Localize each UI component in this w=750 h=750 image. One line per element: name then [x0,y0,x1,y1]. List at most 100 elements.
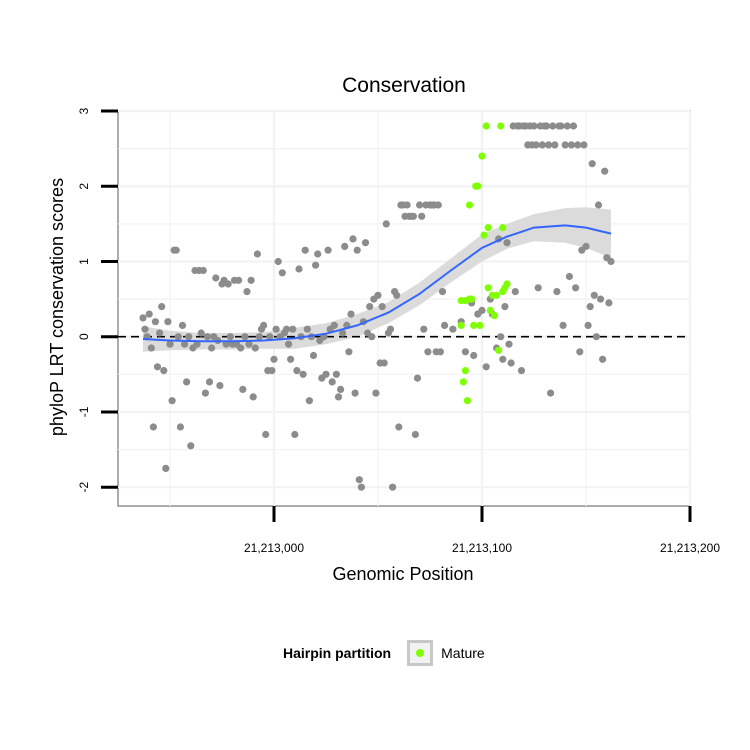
point-other [557,122,565,130]
point-other [411,430,419,439]
y-tick-label: 1 [77,258,91,265]
point-mature [503,280,511,288]
point-other [413,374,422,382]
point-other [241,333,249,341]
point-other [605,299,613,307]
point-other [251,344,259,352]
point-other [597,295,605,303]
point-mature [476,321,484,329]
point-other [482,363,490,371]
point-other [532,141,540,149]
point-other [395,423,403,431]
point-other [565,272,574,281]
legend-label-mature: Mature [441,645,485,661]
smooth-line [142,224,612,343]
point-other [301,246,309,254]
point-other [517,367,526,375]
grid [118,109,692,506]
point-other [501,303,509,311]
point-other [243,288,251,296]
point-other [314,250,322,258]
point-other [599,355,607,363]
point-other [374,291,382,299]
point-other [582,242,590,250]
point-other [330,321,338,329]
point-other [197,329,205,337]
y-axis-title: phyloP LRT conservation scores [47,178,67,436]
point-other [545,141,553,149]
point-other [166,340,174,348]
point-other [162,464,170,472]
point-other [178,321,187,329]
point-other [361,239,370,247]
point-mature [474,182,482,190]
point-other [239,385,247,393]
point-mature [493,291,501,299]
point-other [287,355,295,363]
y-tick-label: 2 [77,183,91,190]
point-mature [470,321,478,329]
point-other [607,257,615,266]
point-other [181,340,189,348]
point-mature [490,312,499,320]
point-other [176,423,184,431]
y-tick-label: -1 [77,406,91,417]
point-other [174,333,182,341]
point-other [245,340,253,348]
point-other [507,359,515,367]
point-other [334,393,343,401]
point-other [594,201,603,209]
point-other [322,370,330,378]
point-other [386,325,395,333]
point-other [293,367,301,375]
point-other [226,333,234,341]
point-other [530,122,538,130]
point-mature [482,122,490,130]
x-tick-label: 21,213,200 [660,541,720,555]
point-other [224,280,232,288]
point-other [253,250,261,258]
point-mature [463,397,471,405]
point-other [266,333,274,341]
point-other [339,329,347,337]
x-tick-label: 21,213,100 [452,541,512,555]
point-other [203,333,211,341]
point-other [559,321,567,329]
point-other [285,340,293,348]
point-mature [459,378,467,386]
point-other [567,141,576,149]
smooth-curve [142,224,612,343]
point-other [366,303,374,311]
point-other [247,276,255,284]
point-other [289,325,297,333]
point-other [551,141,559,149]
point-other [461,348,469,356]
point-other [160,367,168,375]
point-other [357,483,365,491]
point-mature [497,122,505,130]
point-other [420,325,428,333]
point-other [416,201,424,209]
point-other [260,321,268,329]
point-other [328,378,336,386]
point-other [262,430,270,439]
point-other [561,141,569,149]
point-other [349,235,357,243]
point-other [470,351,478,360]
point-other [590,291,598,299]
point-other [139,314,147,322]
y-tick-label: -2 [77,482,91,493]
point-other [278,269,286,277]
point-other [216,382,224,390]
point-other [185,333,193,341]
point-other [601,167,609,175]
point-other [586,303,594,311]
point-other [222,340,230,348]
point-other [337,385,345,393]
point-other [403,201,411,209]
point-other [441,321,449,329]
point-other [268,367,276,375]
point-other [168,397,176,405]
point-other [569,122,578,130]
point-other [147,344,155,352]
